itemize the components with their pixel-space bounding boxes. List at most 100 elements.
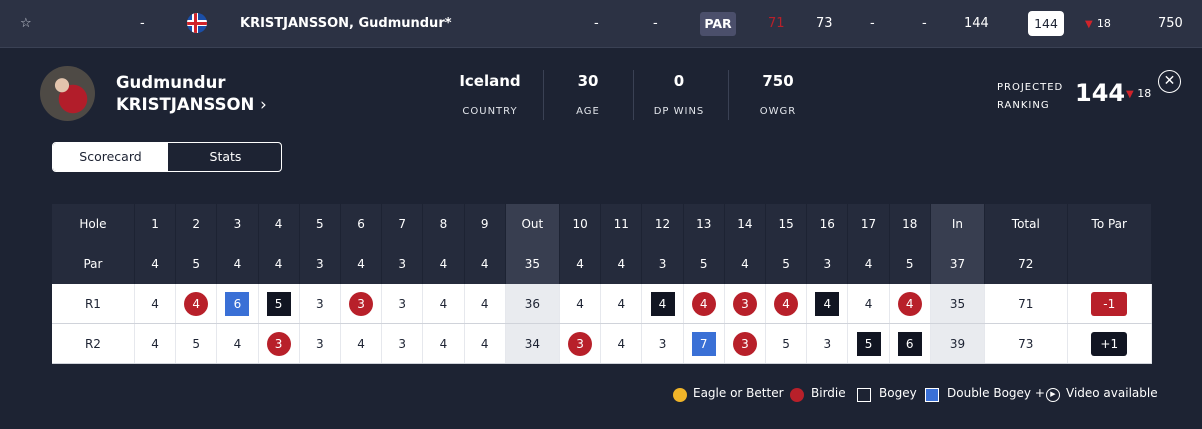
score-cell: 4: [422, 284, 465, 324]
round-label: R1: [52, 284, 135, 324]
score-cell: 5: [765, 323, 808, 364]
hole-row-cell: To Par: [1067, 204, 1152, 244]
score-cell: 4: [216, 323, 259, 364]
today: -: [653, 16, 658, 31]
divider: [728, 70, 729, 120]
movement: ▼ 18: [1085, 0, 1111, 47]
table-row: R2 4 5 4 3 3 4 3 4 4 34 3 4 3 7 3 5 3 5 6 39 73 +1: [52, 323, 1152, 364]
player-profile-name[interactable]: Gudmundur KRISTJANSSON ›: [116, 72, 267, 116]
hole-row-cell: 16: [806, 204, 849, 244]
par-row-cell: 4: [258, 244, 300, 284]
score-cell: 6: [216, 284, 259, 324]
projected-ranking-value: 144: [1075, 79, 1126, 107]
score-cell: 4: [889, 284, 931, 324]
double-bogey-marker: 6: [225, 291, 250, 316]
hole-row-cell: In: [930, 204, 986, 244]
double-bogey-marker: 7: [691, 331, 716, 356]
par-row-cell: 4: [216, 244, 259, 284]
par-badge: PAR: [700, 12, 736, 36]
round-3-score: -: [870, 16, 875, 31]
score-cell: 4: [765, 284, 808, 324]
close-icon[interactable]: ✕: [1158, 70, 1181, 93]
score-cell: 3: [299, 323, 341, 364]
stat-owgr-label: OWGR: [759, 106, 797, 117]
subtotal-cell: 34: [505, 323, 561, 364]
legend-bogey: Bogey: [879, 386, 917, 400]
score-cell: 3: [381, 323, 424, 364]
par-row-cell: 5: [683, 244, 725, 284]
score-cell: 73: [984, 323, 1068, 364]
score-cell: 6: [889, 323, 931, 364]
stat-dpwins-value: 0: [673, 72, 685, 90]
leaderboard-row[interactable]: ☆ - KRISTJANSSON, Gudmundur* - - PAR 71 …: [0, 0, 1202, 48]
score-cell: 4: [464, 284, 506, 324]
projected-badge: 144: [1028, 11, 1064, 36]
par-row-cell: 4: [464, 244, 506, 284]
subtotal-cell: 39: [930, 323, 986, 364]
first-name: Gudmundur: [116, 73, 226, 92]
score-cell: 3: [258, 323, 300, 364]
legend-double-bogey: Double Bogey +: [947, 386, 1045, 400]
par-row-cell: 4: [847, 244, 890, 284]
round-1-score: 71: [768, 16, 785, 31]
score-cell: 4: [600, 323, 643, 364]
score-cell: 3: [299, 284, 341, 324]
stat-age-value: 30: [577, 72, 599, 90]
bogey-legend-icon: [857, 388, 871, 402]
score-cell: 3: [559, 323, 602, 364]
divider: [543, 70, 544, 120]
hole-row-cell: 8: [422, 204, 465, 244]
to-par-badge: +1: [1091, 331, 1128, 356]
divider: [633, 70, 634, 120]
birdie-marker: 3: [732, 331, 757, 356]
birdie-marker: 4: [184, 291, 209, 316]
hole-row-cell: 14: [724, 204, 767, 244]
birdie-marker: 4: [774, 291, 799, 316]
position: -: [140, 16, 145, 31]
bogey-marker: 4: [815, 291, 840, 316]
birdie-marker: 3: [732, 291, 757, 316]
par-row-cell: [1067, 244, 1152, 284]
player-name[interactable]: KRISTJANSSON, Gudmundur*: [240, 16, 452, 31]
eagle-legend-icon: [673, 388, 687, 402]
par-row-cell: 5: [175, 244, 218, 284]
score-cell: 4: [175, 284, 218, 324]
thru: -: [594, 16, 599, 31]
score-cell: 4: [464, 323, 506, 364]
score-cell: 4: [641, 284, 684, 324]
par-row-cell: 4: [422, 244, 465, 284]
score-cell: 3: [724, 284, 767, 324]
to-par-badge: -1: [1091, 291, 1128, 316]
par-row-cell: 72: [984, 244, 1068, 284]
stat-country-value: Iceland: [459, 72, 521, 90]
bogey-marker: 6: [897, 331, 922, 356]
projected-ranking-label: PROJECTED RANKING: [997, 82, 1064, 111]
score-cell: 4: [134, 323, 177, 364]
bogey-marker: 5: [266, 291, 291, 316]
score-cell: 5: [847, 323, 890, 364]
birdie-legend-icon: [790, 388, 804, 402]
score-cell: 4: [422, 323, 465, 364]
score-cell: 5: [175, 323, 218, 364]
legend-video: Video available: [1066, 386, 1158, 400]
par-row-cell: 3: [641, 244, 684, 284]
par-row-cell: 4: [134, 244, 177, 284]
movement-value: 18: [1096, 17, 1111, 30]
tab-scorecard[interactable]: Scorecard: [53, 143, 168, 171]
stat-age-label: AGE: [576, 106, 600, 117]
favorite-star-icon[interactable]: ☆: [20, 16, 32, 31]
hole-row-cell: 5: [299, 204, 341, 244]
legend-birdie: Birdie: [811, 386, 846, 400]
hole-row-cell: Out: [505, 204, 561, 244]
score-cell: 3: [724, 323, 767, 364]
round-4-score: -: [922, 16, 927, 31]
hole-row: Hole 1 2 3 4 5 6 7 8 9 Out 10 11 12 13 14 15 16 17 18 In Tota…: [52, 204, 1152, 244]
par-row-cell: 3: [381, 244, 424, 284]
tab-stats[interactable]: Stats: [209, 149, 242, 164]
hole-row-cell: 10: [559, 204, 602, 244]
bogey-marker: 5: [856, 331, 881, 356]
projected-movement: ▼ 18: [1126, 87, 1152, 100]
stat-country-label: COUNTRY: [462, 106, 518, 117]
legend-eagle: Eagle or Better: [693, 386, 784, 400]
owgr: 750: [1158, 16, 1183, 31]
